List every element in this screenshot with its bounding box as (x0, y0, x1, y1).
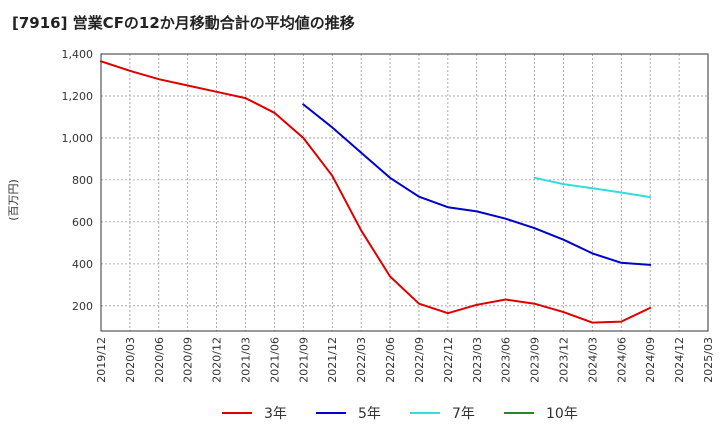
x-tick-label: 2024/06 (615, 337, 628, 383)
x-tick-label: 2022/12 (442, 337, 455, 383)
x-tick-label: 2020/09 (182, 337, 195, 383)
legend-label: 10年 (546, 406, 578, 422)
legend-label: 5年 (358, 406, 381, 422)
series-line (533, 176, 652, 199)
x-tick-label: 2022/03 (355, 337, 368, 383)
x-tick-label: 2024/12 (673, 337, 686, 383)
x-tick-label: 2023/12 (557, 337, 570, 383)
x-tick-label: 2024/09 (644, 337, 657, 383)
y-axis-label: (百万円) (7, 179, 20, 221)
legend-label: 3年 (264, 406, 287, 422)
x-tick-label: 2022/06 (384, 337, 397, 383)
plot-frame (100, 53, 709, 332)
y-tick-label: 1,400 (62, 48, 94, 61)
x-tick-label: 2021/12 (326, 337, 339, 383)
x-tick-label: 2024/03 (586, 337, 599, 383)
y-tick-label: 600 (72, 216, 93, 229)
chart-title: [7916] 営業CFの12か月移動合計の平均値の推移 (12, 14, 355, 32)
x-tick-label: 2021/03 (240, 337, 253, 383)
legend-label: 7年 (452, 406, 475, 422)
x-tick-label: 2025/03 (702, 337, 715, 383)
y-tick-label: 400 (72, 258, 93, 271)
y-tick-label: 1,000 (62, 132, 94, 145)
x-tick-label: 2023/09 (529, 337, 542, 383)
y-tick-label: 800 (72, 174, 93, 187)
x-tick-label: 2019/12 (95, 337, 108, 383)
x-tick-label: 2020/03 (124, 337, 137, 383)
x-tick-label: 2023/03 (471, 337, 484, 383)
x-tick-label: 2021/09 (297, 337, 310, 383)
y-tick-label: 1,200 (62, 90, 94, 103)
x-tick-label: 2021/06 (268, 337, 281, 383)
y-tick-label: 200 (72, 300, 93, 313)
x-tick-label: 2020/12 (211, 337, 224, 383)
x-tick-label: 2023/06 (500, 337, 513, 383)
series-line (100, 60, 652, 324)
x-tick-label: 2022/09 (413, 337, 426, 383)
x-tick-label: 2020/06 (153, 337, 166, 383)
series-line (302, 103, 652, 266)
